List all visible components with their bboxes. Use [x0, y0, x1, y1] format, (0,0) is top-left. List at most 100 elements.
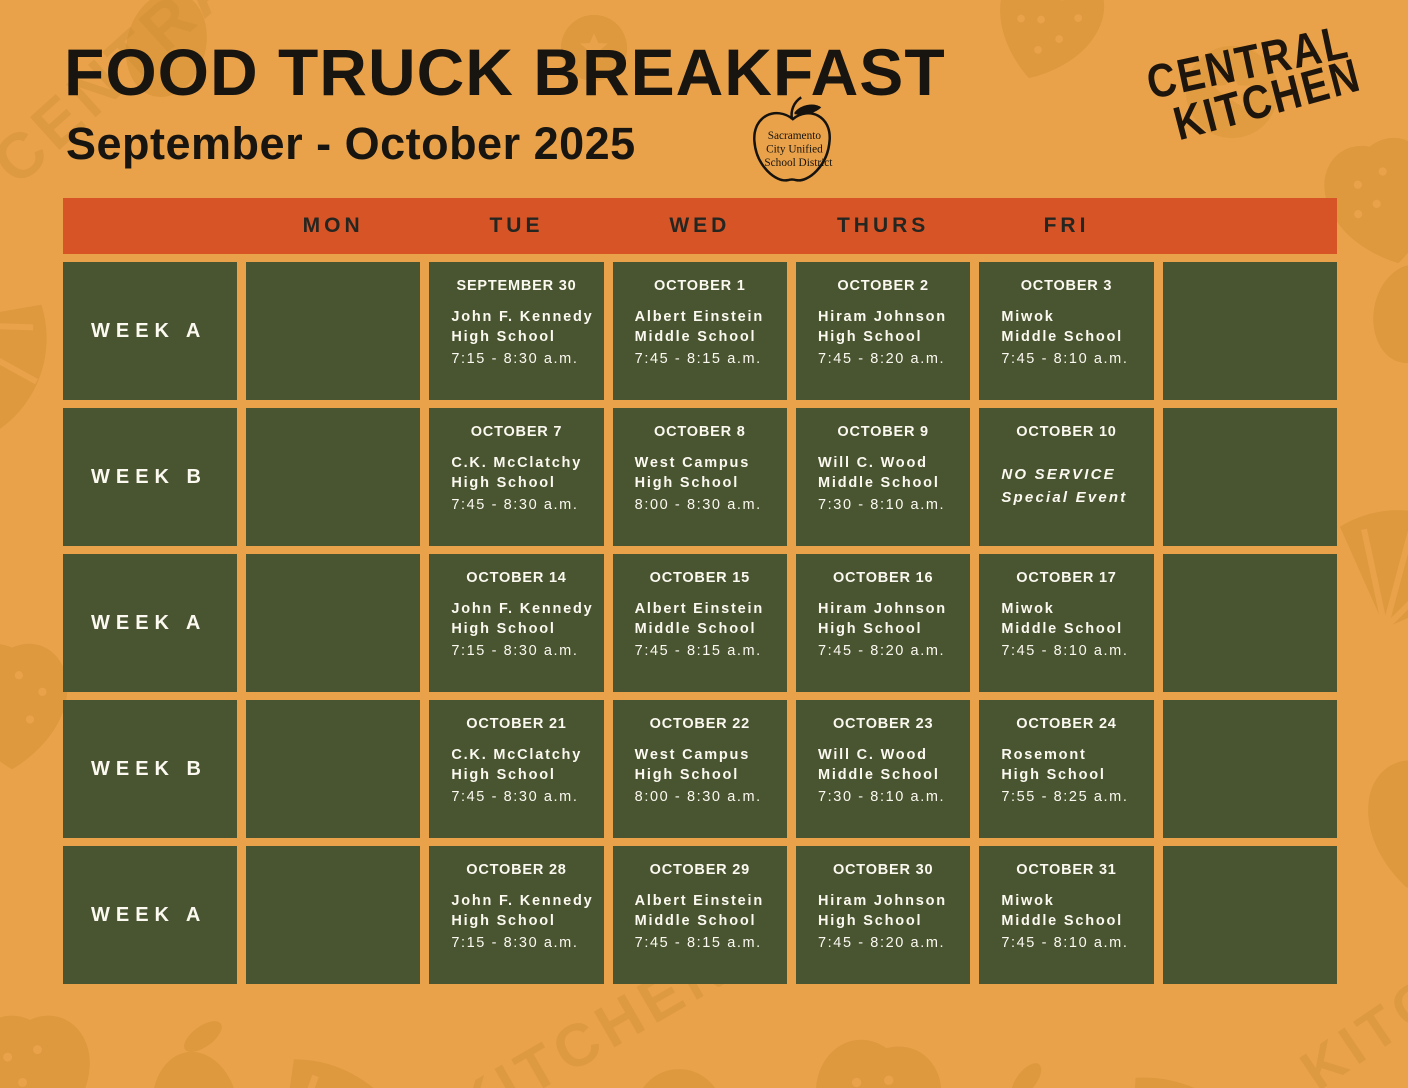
school-name-line: Will C. Wood — [817, 747, 928, 763]
day-cell-extra — [1162, 408, 1337, 546]
school-name: John F. Kennedy High School — [451, 891, 597, 932]
day-cell-thurs: OCTOBER 2 Hiram Johnson High School 7:45 - … — [795, 262, 971, 400]
service-time: 7:45 - 8:15 a.m. — [634, 350, 762, 367]
school-name: Hiram Johnson High School — [818, 599, 964, 640]
cell-date: OCTOBER 8 — [654, 424, 746, 440]
day-header-thurs: THURS — [836, 214, 930, 237]
week-row: WEEK A OCTOBER 14 John F. Kennedy High Scho… — [63, 554, 1337, 692]
cell-date: OCTOBER 21 — [466, 716, 567, 732]
cell-date: OCTOBER 17 — [1016, 570, 1117, 586]
school-name-line: High School — [817, 913, 923, 930]
school-name-line: C.K. McClatchy — [451, 455, 583, 471]
school-name-line: Miwok — [1001, 893, 1055, 909]
no-service-note-line: NO SERVICE — [1001, 466, 1116, 483]
cell-date: SEPTEMBER 30 — [456, 278, 577, 294]
day-header-fri: FRI — [1043, 214, 1090, 237]
no-service-note: NO SERVICE Special Event — [1001, 464, 1147, 509]
day-cell-fri: OCTOBER 31 Miwok Middle School 7:45 - 8:10 … — [979, 846, 1154, 984]
service-time: 7:30 - 8:10 a.m. — [817, 788, 946, 805]
service-time: 7:30 - 8:10 a.m. — [817, 496, 946, 513]
school-name-line: C.K. McClatchy — [451, 747, 583, 763]
week-label: WEEK A — [63, 846, 237, 984]
school-name: C.K. McClatchy High School — [451, 745, 597, 786]
service-time: 7:15 - 8:30 a.m. — [451, 350, 579, 367]
service-time: 7:45 - 8:10 a.m. — [1001, 642, 1129, 659]
school-name-line: Albert Einstein — [634, 893, 764, 909]
service-time: 7:45 - 8:20 a.m. — [817, 642, 946, 659]
school-name-line: Rosemont — [1001, 747, 1087, 763]
school-name-line: John F. Kennedy — [451, 893, 594, 909]
day-cell-thurs: OCTOBER 30 Hiram Johnson High School 7:45 -… — [795, 846, 971, 984]
school-name-line: High School — [451, 767, 556, 784]
school-name-line: Miwok — [1001, 601, 1055, 617]
day-cell-mon — [246, 554, 421, 692]
day-cell-wed: OCTOBER 15 Albert Einstein Middle School 7:… — [612, 554, 787, 692]
service-time: 7:15 - 8:30 a.m. — [451, 642, 579, 659]
cell-date: OCTOBER 10 — [1016, 424, 1117, 440]
week-label: WEEK B — [63, 700, 237, 838]
week-row: WEEK A OCTOBER 28 John F. Kennedy High Scho… — [63, 846, 1337, 984]
school-name-line: Miwok — [1001, 309, 1055, 325]
school-name-line: Middle School — [1001, 621, 1124, 638]
calendar-body: WEEK A SEPTEMBER 30 John F. Kennedy High Sc… — [63, 262, 1337, 984]
school-name-line: High School — [451, 475, 556, 492]
week-row: WEEK B OCTOBER 21 C.K. McClatchy High Schoo… — [63, 700, 1337, 838]
school-name: Miwok Middle School — [1001, 307, 1147, 348]
school-name-line: Hiram Johnson — [817, 601, 947, 617]
school-name-line: Middle School — [1001, 913, 1124, 930]
school-name-line: High School — [634, 767, 740, 784]
day-header-mon: MON — [302, 214, 364, 237]
district-logo-line2: City Unified — [766, 144, 823, 156]
service-time: 7:45 - 8:10 a.m. — [1001, 934, 1129, 951]
day-cell-thurs: OCTOBER 16 Hiram Johnson High School 7:45 -… — [795, 554, 971, 692]
service-time: 7:45 - 8:20 a.m. — [817, 934, 946, 951]
cell-date: OCTOBER 15 — [649, 570, 751, 586]
week-row: WEEK A SEPTEMBER 30 John F. Kennedy High Sc… — [63, 262, 1337, 400]
school-name-line: Middle School — [817, 767, 940, 784]
day-cell-extra — [1162, 554, 1337, 692]
day-header-wed: WED — [669, 214, 731, 237]
service-time: 7:45 - 8:30 a.m. — [451, 496, 579, 513]
page-title: FOOD TRUCK BREAKFAST — [64, 35, 946, 109]
cell-date: OCTOBER 2 — [837, 278, 929, 294]
day-cell-extra — [1162, 700, 1337, 838]
school-name-line: Hiram Johnson — [817, 893, 947, 909]
day-cell-thurs: OCTOBER 9 Will C. Wood Middle School 7:30 -… — [795, 408, 971, 546]
school-name-line: High School — [817, 329, 923, 346]
day-cell-mon — [246, 846, 421, 984]
day-cell-tue: OCTOBER 21 C.K. McClatchy High School 7:45 … — [429, 700, 604, 838]
day-cell-wed: OCTOBER 1 Albert Einstein Middle School 7:4… — [612, 262, 787, 400]
school-name: Albert Einstein Middle School — [635, 891, 781, 932]
school-name-line: Middle School — [634, 621, 757, 638]
page-subtitle: September - October 2025 — [66, 118, 636, 169]
school-name: Miwok Middle School — [1001, 891, 1147, 932]
cell-date: OCTOBER 1 — [654, 278, 746, 294]
day-cell-wed: OCTOBER 8 West Campus High School 8:00 - 8:… — [612, 408, 787, 546]
district-logo: Sacramento City Unified School District — [746, 94, 838, 186]
service-time: 7:45 - 8:20 a.m. — [817, 350, 946, 367]
school-name-line: Middle School — [634, 913, 757, 930]
school-name: Albert Einstein Middle School — [635, 307, 781, 348]
school-name-line: Middle School — [634, 329, 757, 346]
school-name: Will C. Wood Middle School — [818, 453, 964, 494]
day-cell-mon — [246, 700, 421, 838]
day-header-tue: TUE — [489, 214, 544, 237]
cell-date: OCTOBER 7 — [470, 424, 563, 440]
school-name-line: High School — [451, 913, 556, 930]
school-name-line: Albert Einstein — [634, 309, 764, 325]
day-cell-tue: OCTOBER 7 C.K. McClatchy High School 7:45 -… — [429, 408, 604, 546]
school-name: Rosemont High School — [1001, 745, 1147, 786]
cell-date: OCTOBER 23 — [832, 716, 934, 732]
week-label: WEEK A — [63, 262, 237, 400]
school-name-line: High School — [451, 329, 556, 346]
cell-date: OCTOBER 24 — [1016, 716, 1117, 732]
school-name-line: High School — [634, 475, 740, 492]
cell-date: OCTOBER 22 — [649, 716, 751, 732]
day-cell-mon — [246, 262, 421, 400]
day-cell-fri: OCTOBER 10 NO SERVICE Special Event — [979, 408, 1154, 546]
day-cell-wed: OCTOBER 22 West Campus High School 8:00 - 8… — [612, 700, 787, 838]
central-kitchen-logo: CENTRAL KITCHEN — [1142, 16, 1366, 151]
school-name: Hiram Johnson High School — [818, 891, 964, 932]
school-name: C.K. McClatchy High School — [451, 453, 597, 494]
service-time: 7:45 - 8:10 a.m. — [1001, 350, 1129, 367]
